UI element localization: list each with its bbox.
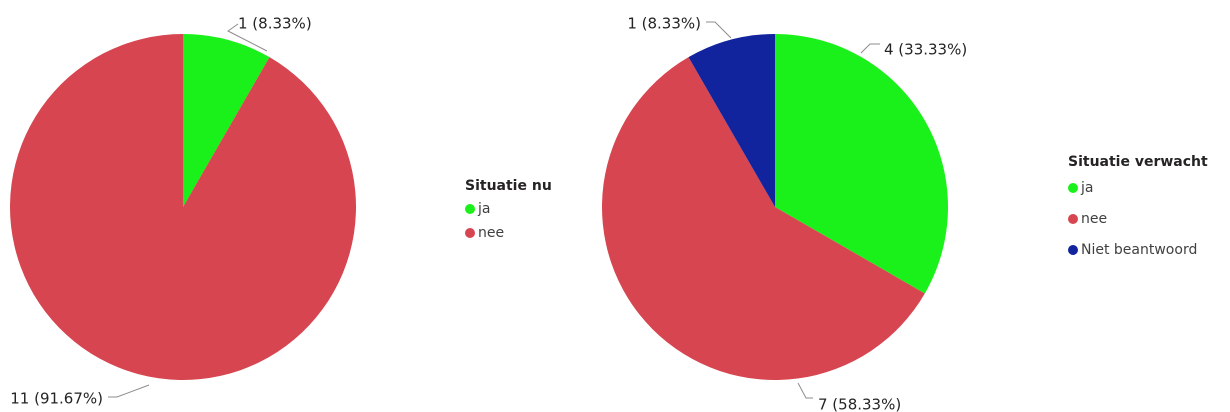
- chart-situatie-nu-legend-marker-ja: [465, 204, 475, 214]
- chart-situatie-verwacht-leader-line-nee: [797, 382, 813, 399]
- chart-situatie-nu-slices[interactable]: [9, 34, 356, 381]
- chart-situatie-verwacht-data-label-nee: 7 (58.33%): [818, 396, 901, 412]
- chart-situatie-verwacht-legend-label-ja[interactable]: ja: [1080, 180, 1093, 196]
- chart-situatie-verwacht-leader-line-niet-beantwoord: [706, 21, 732, 39]
- chart-situatie-verwacht-legend-label-niet-beantwoord[interactable]: Niet beantwoord: [1081, 242, 1197, 258]
- chart-situatie-verwacht-data-label-niet-beantwoord: 1 (8.33%): [627, 15, 701, 33]
- chart-situatie-nu-slice-nee[interactable]: [9, 34, 356, 381]
- chart-situatie-verwacht-leader-line-ja: [860, 43, 880, 54]
- chart-situatie-verwacht-slice-niet-beantwoord[interactable]: [688, 34, 776, 207]
- chart-situatie-nu-slice-ja[interactable]: [183, 34, 270, 207]
- chart-situatie-nu-legend-title: Situatie nu: [465, 178, 552, 194]
- chart-situatie-verwacht-legend[interactable]: Situatie verwacht ja nee Niet beantwoord: [1068, 154, 1208, 258]
- chart-situatie-nu-legend-marker-nee: [465, 228, 475, 238]
- chart-situatie-verwacht-legend-title: Situatie verwacht: [1068, 154, 1208, 170]
- chart-situatie-verwacht-legend-marker-nee: [1068, 214, 1078, 224]
- chart-situatie-nu-legend-label-ja[interactable]: ja: [477, 201, 490, 217]
- chart-situatie-verwacht-data-label-ja: 4 (33.33%): [884, 41, 967, 59]
- chart-situatie-nu: 1 (8.33%) 11 (91.67%) Situatie nu ja nee: [9, 15, 552, 408]
- chart-situatie-verwacht-slice-ja[interactable]: [775, 34, 948, 294]
- chart-situatie-nu-data-label-nee: 11 (91.67%): [10, 390, 103, 408]
- chart-situatie-verwacht-legend-label-nee[interactable]: nee: [1081, 211, 1107, 227]
- chart-situatie-verwacht-legend-marker-ja: [1068, 183, 1078, 193]
- chart-situatie-nu-leader-line-nee: [108, 384, 150, 398]
- chart-situatie-nu-legend[interactable]: Situatie nu ja nee: [465, 178, 552, 241]
- chart-situatie-nu-legend-label-nee[interactable]: nee: [478, 225, 504, 241]
- chart-situatie-nu-data-labels: 1 (8.33%) 11 (91.67%): [10, 15, 311, 408]
- chart-situatie-verwacht-legend-marker-niet-beantwoord: [1068, 245, 1078, 255]
- chart-situatie-verwacht-leader-lines: [706, 21, 880, 399]
- chart-situatie-nu-leader-line-ja: [227, 23, 268, 52]
- chart-situatie-verwacht-slices[interactable]: [601, 34, 948, 381]
- chart-situatie-nu-leader-lines: [108, 23, 268, 398]
- chart-situatie-verwacht: 4 (33.33%) 7 (58.33%) 1 (8.33%) Situatie v…: [601, 15, 1208, 412]
- chart-situatie-verwacht-slice-nee[interactable]: [601, 57, 925, 381]
- chart-situatie-verwacht-data-labels: 4 (33.33%) 7 (58.33%) 1 (8.33%): [627, 15, 967, 412]
- chart-situatie-nu-data-label-ja: 1 (8.33%): [238, 15, 312, 33]
